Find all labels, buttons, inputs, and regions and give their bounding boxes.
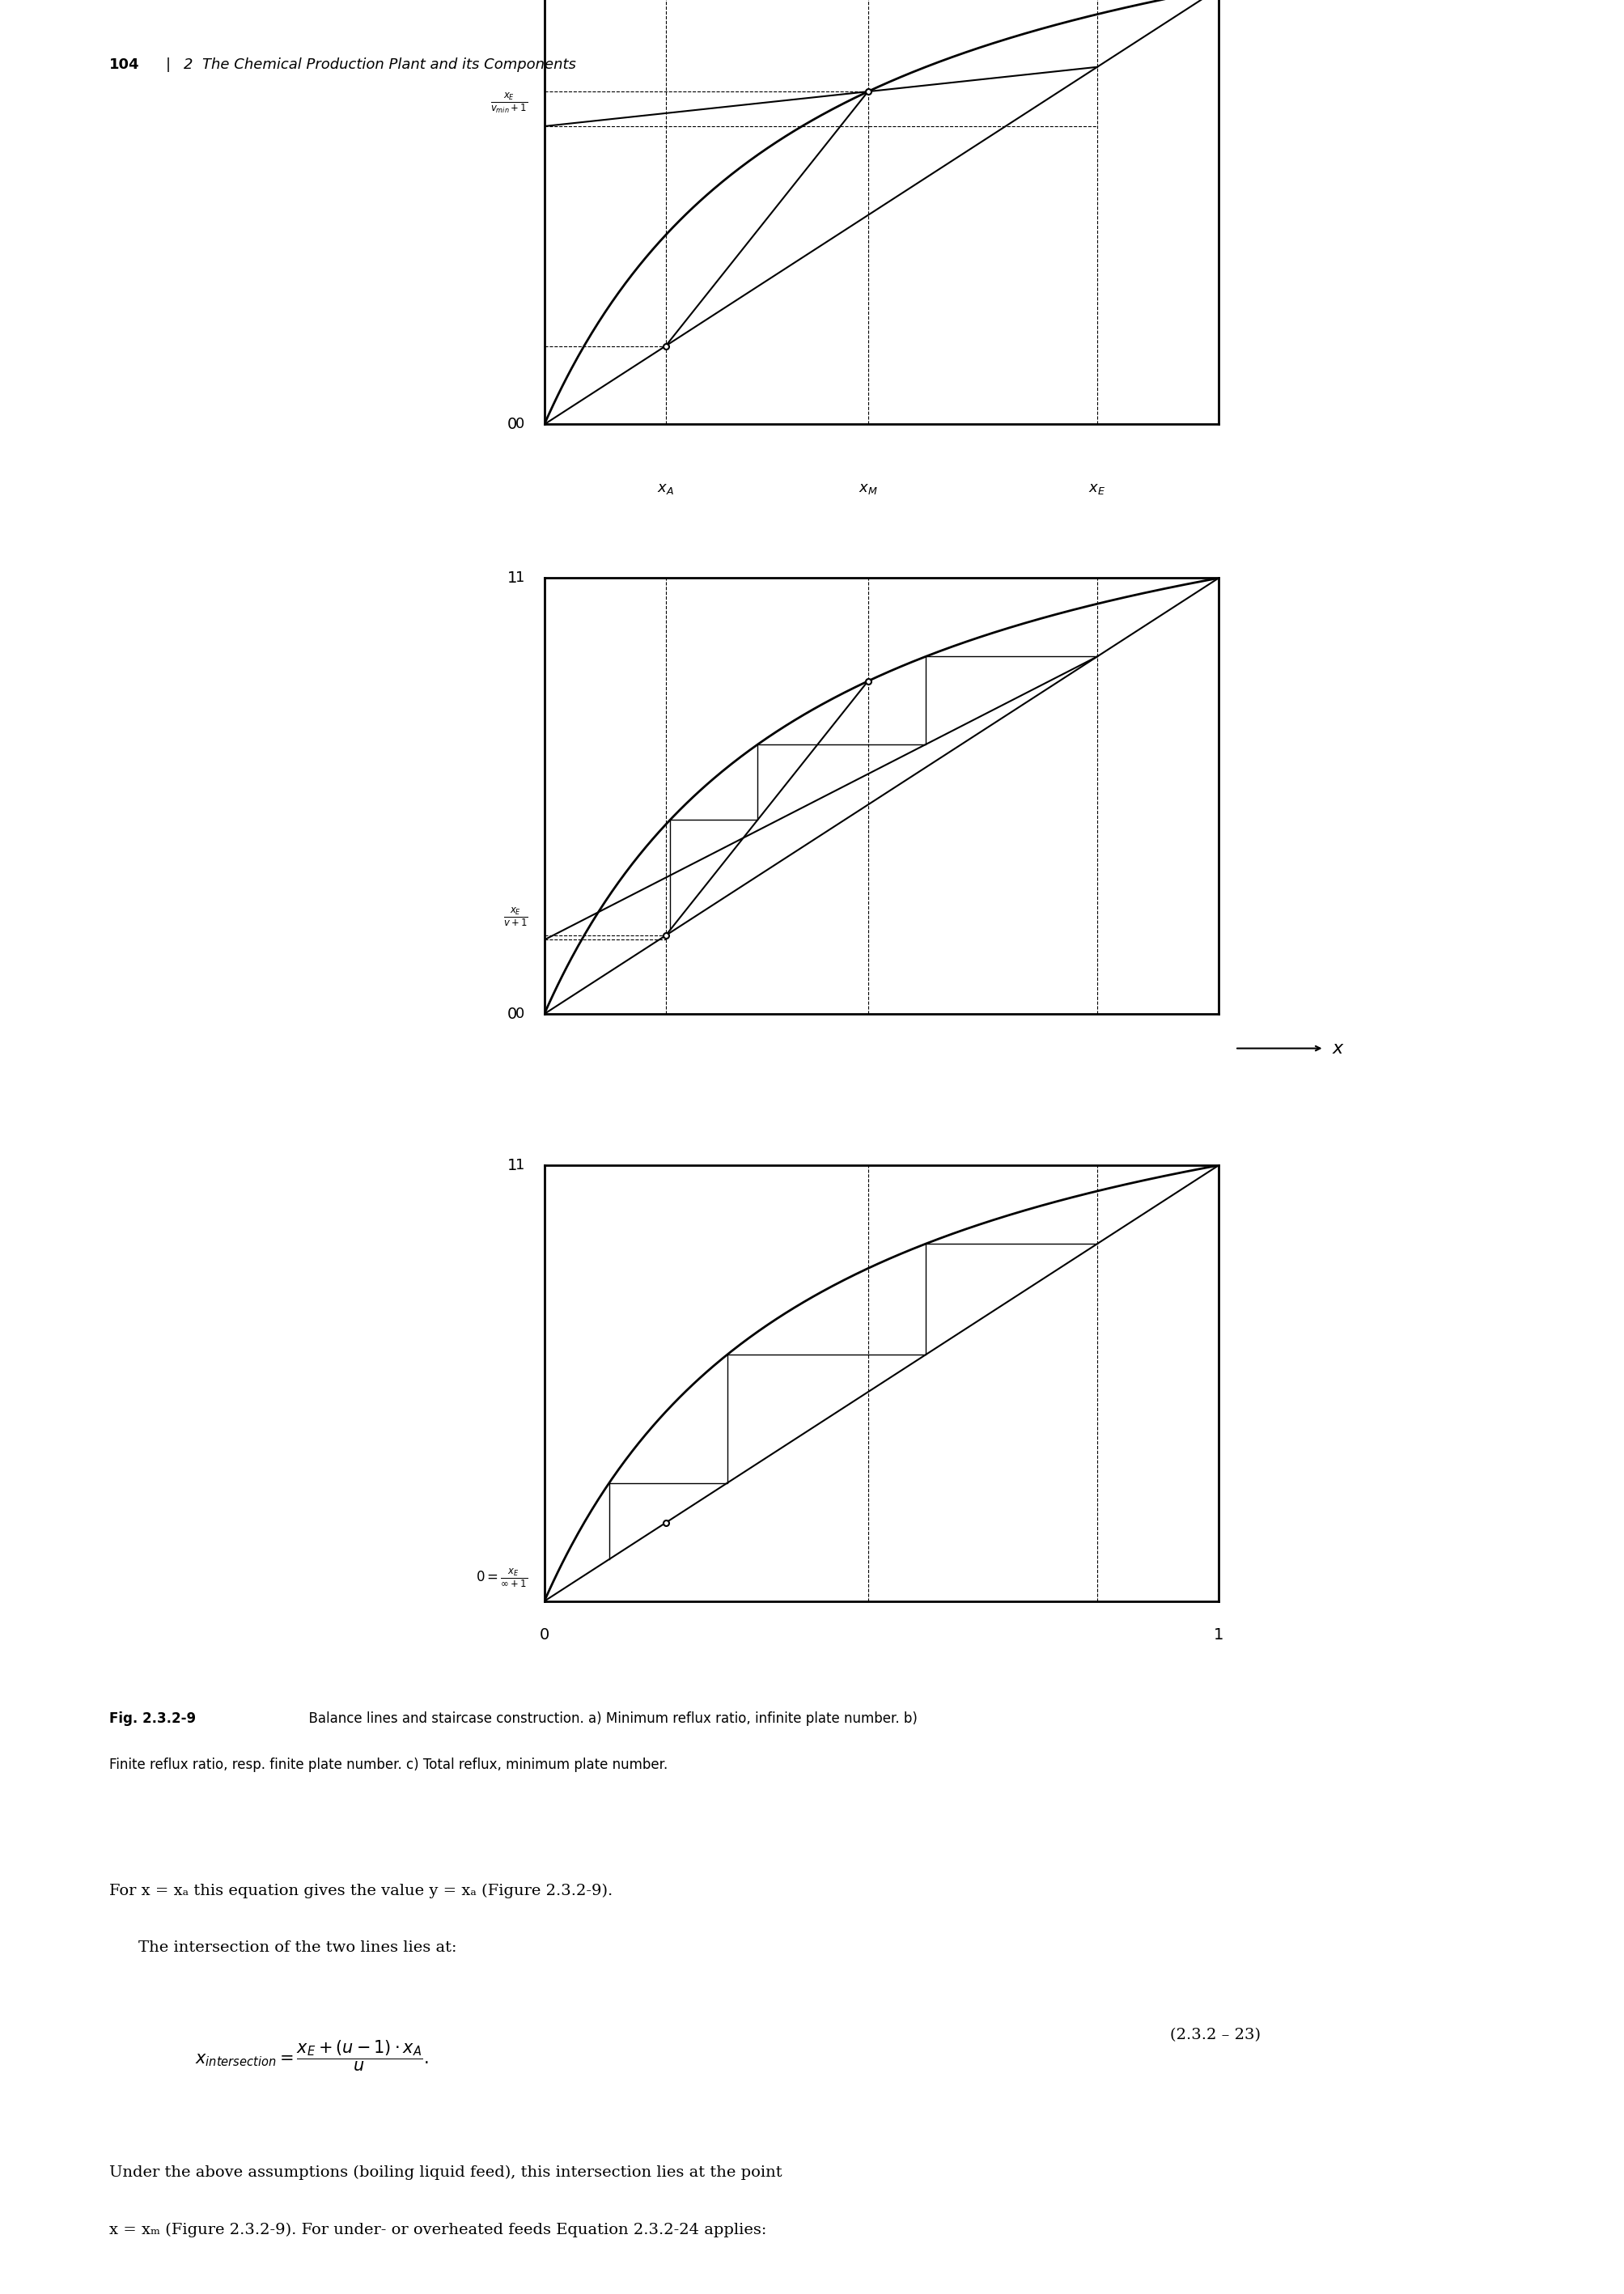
Text: 0: 0 [507,1007,516,1021]
Text: 2  The Chemical Production Plant and its Components: 2 The Chemical Production Plant and its … [184,57,575,71]
Text: 104: 104 [109,57,140,71]
Text: 1: 1 [515,571,525,585]
Text: x: x [1332,1039,1343,1058]
Text: Fig. 2.3.2-9: Fig. 2.3.2-9 [109,1711,195,1725]
Text: 1: 1 [507,1158,516,1172]
Text: $x_{intersection} = \dfrac{x_E + (u - 1)\cdot x_A}{u}.$: $x_{intersection} = \dfrac{x_E + (u - 1)… [195,2039,429,2074]
Text: (2.3.2 – 23): (2.3.2 – 23) [1169,2028,1260,2042]
Text: x = xₘ (Figure 2.3.2-9). For under- or overheated feeds Equation 2.3.2-24 applie: x = xₘ (Figure 2.3.2-9). For under- or o… [109,2223,767,2237]
Text: 0: 0 [539,1626,549,1643]
Text: |: | [166,57,171,71]
Text: 0: 0 [515,418,525,431]
Text: 1: 1 [1213,1626,1223,1643]
Text: 0: 0 [507,418,516,431]
Text: $0=\frac{x_E}{\infty+1}$: $0=\frac{x_E}{\infty+1}$ [476,1567,528,1590]
Text: $\frac{x_E}{v_{min}+1}$: $\frac{x_E}{v_{min}+1}$ [490,92,528,115]
Text: $x_M$: $x_M$ [857,482,877,496]
Text: The intersection of the two lines lies at:: The intersection of the two lines lies a… [138,1941,456,1954]
Text: For x = xₐ this equation gives the value y = xₐ (Figure 2.3.2-9).: For x = xₐ this equation gives the value… [109,1883,612,1897]
Text: Finite reflux ratio, resp. finite plate number. c) Total reflux, minimum plate n: Finite reflux ratio, resp. finite plate … [109,1757,667,1771]
Text: $x_E$: $x_E$ [1088,482,1106,496]
Text: $\frac{x_E}{v+1}$: $\frac{x_E}{v+1}$ [503,906,528,929]
Text: $x_A$: $x_A$ [656,482,674,496]
Text: Under the above assumptions (boiling liquid feed), this intersection lies at the: Under the above assumptions (boiling liq… [109,2166,781,2179]
Text: 0: 0 [515,1007,525,1021]
Text: 1: 1 [515,1158,525,1172]
Text: 1: 1 [507,571,516,585]
Text: Balance lines and staircase construction. a) Minimum reflux ratio, infinite plat: Balance lines and staircase construction… [300,1711,918,1725]
